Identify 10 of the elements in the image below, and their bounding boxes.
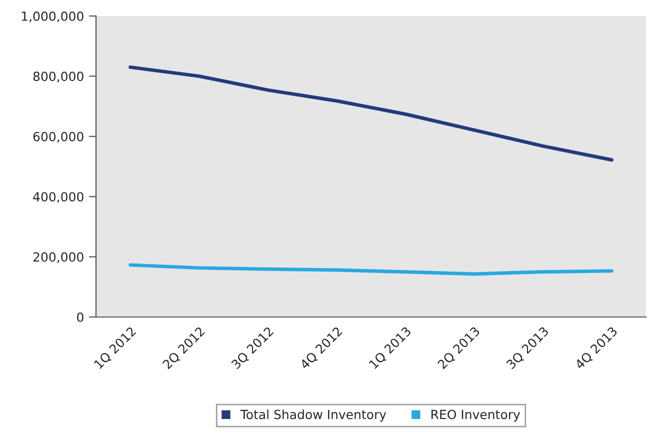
legend-label: Total Shadow Inventory xyxy=(240,410,386,422)
line-series xyxy=(128,65,614,162)
y-tick-label: 0 xyxy=(77,312,84,322)
line-series xyxy=(128,263,614,276)
y-tick-label: 1,000,000 xyxy=(22,11,84,22)
legend-label: REO Inventory xyxy=(432,410,520,422)
y-tick-label: 800,000 xyxy=(33,72,84,82)
y-tick-label: 200,000 xyxy=(33,252,84,263)
y-tick-label: 400,000 xyxy=(33,192,84,203)
y-tick-label: 600,000 xyxy=(33,132,84,143)
